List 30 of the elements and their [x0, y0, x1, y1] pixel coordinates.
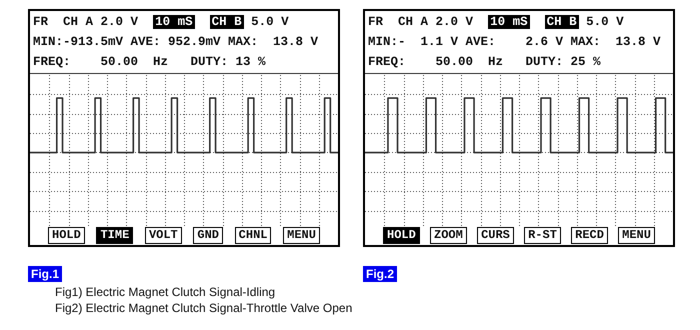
caption: Fig1) Electric Magnet Clutch Signal-Idling — [55, 285, 276, 299]
text: RECD — [571, 227, 608, 244]
text: HOLD — [48, 227, 85, 244]
text: MENU — [618, 227, 655, 244]
text: 10 mS — [488, 15, 530, 29]
text: 5.0 V — [586, 15, 624, 29]
text: CH A 2.0 V — [63, 15, 138, 29]
text: FREQ: 50.00 Hz DUTY: 13 % — [33, 55, 266, 69]
text: CURS — [477, 227, 514, 244]
text: CH A 2.0 V — [398, 15, 474, 29]
text: MIN:-913.5mV AVE: 952.9mV MAX: 13.8 V — [33, 35, 318, 49]
text: MENU — [283, 227, 320, 244]
text: MIN:- 1.1 V AVE: 2.6 V MAX: 13.8 V — [368, 35, 661, 49]
text: Fig.2 — [363, 266, 398, 282]
text: FREQ: 50.00 Hz DUTY: 25 % — [368, 55, 601, 69]
text: FR — [33, 15, 48, 29]
text: ZOOM — [430, 227, 467, 244]
text: Fig.1 — [28, 266, 62, 282]
text: GND — [193, 227, 224, 244]
text: FR — [368, 15, 384, 29]
text: CH B — [544, 15, 579, 29]
caption: Fig2) Electric Magnet Clutch Signal-Throttle Valve Open — [55, 301, 352, 315]
text: VOLT — [144, 227, 182, 244]
text: R-ST — [524, 227, 561, 244]
text: CH B — [210, 15, 244, 29]
text: 5.0 V — [251, 15, 289, 29]
text: CHNL — [234, 227, 272, 244]
text: 10 mS — [153, 15, 195, 29]
text: HOLD — [383, 227, 420, 244]
text: TIME — [96, 227, 134, 244]
